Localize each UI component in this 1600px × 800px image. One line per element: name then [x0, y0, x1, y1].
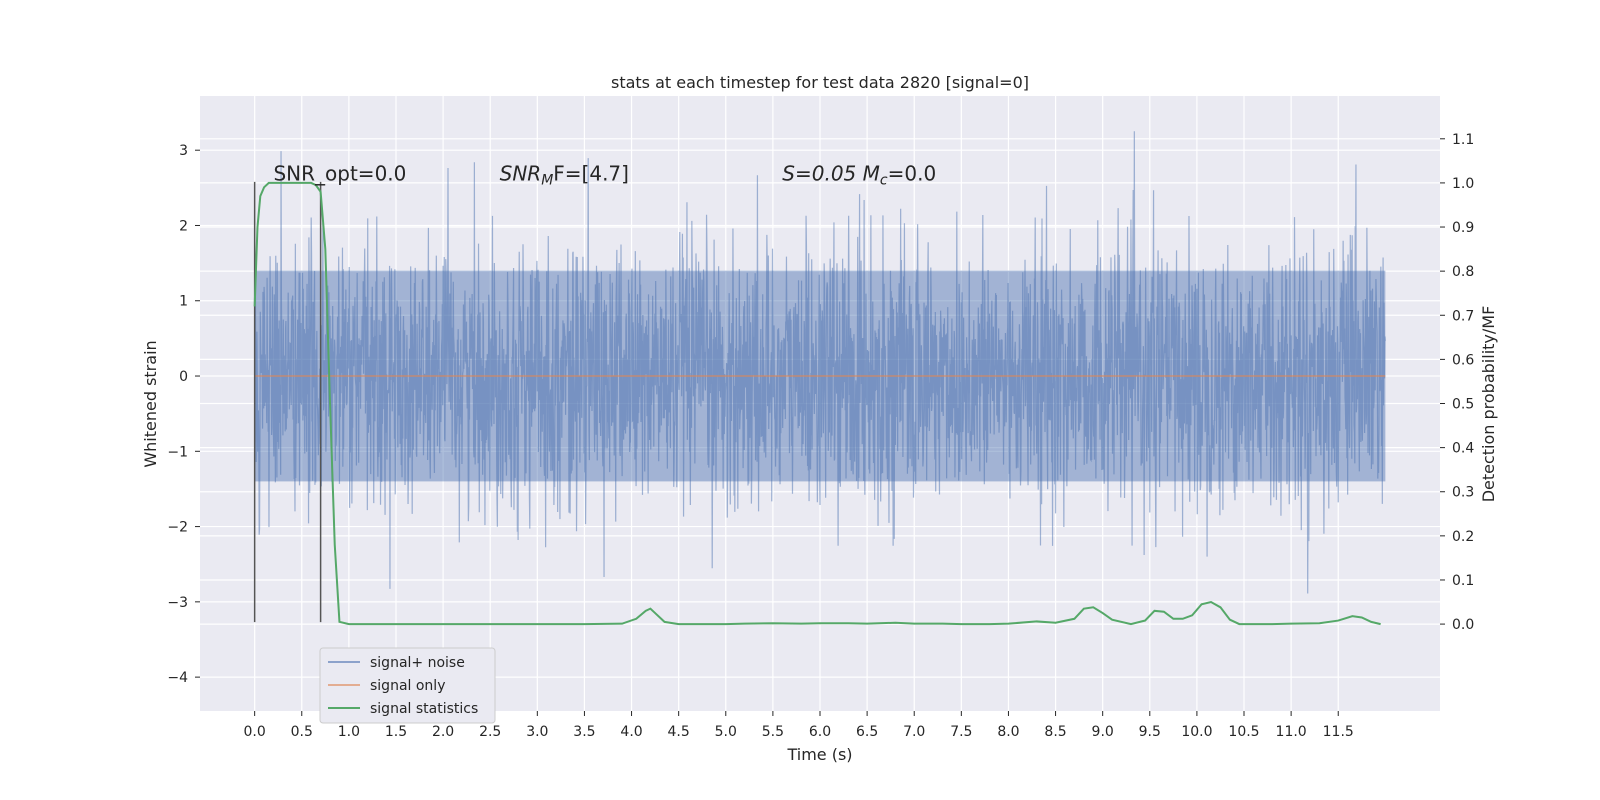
annotation-2: S=0.05 Mc=0.0 — [782, 161, 936, 188]
x-axis-label: Time (s) — [786, 745, 852, 764]
y2-tick-label: 1.1 — [1452, 132, 1474, 148]
y2-axis-label: Detection probability/MF — [1479, 306, 1498, 503]
y2-tick-label: 0.8 — [1452, 264, 1474, 280]
x-tick-label: 5.5 — [762, 724, 784, 740]
y2-tick-label: 0.4 — [1452, 441, 1474, 457]
x-tick-label: 8.5 — [1044, 724, 1066, 740]
x-tick-label: 4.0 — [620, 724, 642, 740]
x-tick-label: 3.0 — [526, 724, 548, 740]
x-tick-label: 9.0 — [1092, 724, 1114, 740]
x-tick-label: 0.0 — [244, 724, 266, 740]
y2-tick-label: 0.0 — [1452, 617, 1474, 633]
x-tick-label: 1.0 — [338, 724, 360, 740]
y-tick-label: 1 — [179, 294, 188, 310]
x-tick-label: 10.0 — [1181, 724, 1212, 740]
y-tick-label: −4 — [167, 670, 188, 686]
x-axis-ticks: 0.0 0.5 1.0 1.5 2.0 2.5 3.0 3.5 4.0 4.5 5.0 5.5 6.0 6… — [244, 711, 1354, 740]
x-tick-label: 5.0 — [715, 724, 737, 740]
x-tick-label: 4.5 — [668, 724, 690, 740]
x-tick-label: 0.5 — [291, 724, 313, 740]
signal-noise-line — [254, 131, 1386, 594]
y-tick-label: −2 — [167, 520, 188, 536]
y2-tick-label: 0.5 — [1452, 397, 1474, 413]
x-tick-label: 10.5 — [1228, 724, 1259, 740]
y2-tick-label: 1.0 — [1452, 176, 1474, 192]
y-tick-label: 3 — [179, 143, 188, 159]
y2-tick-label: 0.1 — [1452, 573, 1474, 589]
y2-tick-label: 0.2 — [1452, 529, 1474, 545]
y2-tick-label: 0.7 — [1452, 308, 1474, 324]
y2-axis-ticks: 1.1 1.0 0.9 0.8 0.7 0.6 0.5 0.4 0.3 0.2 0.1 0.0 — [1440, 132, 1474, 633]
x-tick-label: 9.5 — [1139, 724, 1161, 740]
legend-label-signal-only: signal only — [370, 678, 445, 694]
annotations: SNR_opt=0.0 SNRMF=[4.7] S=0.05 Mc=0.0 — [273, 161, 936, 188]
x-tick-label: 2.5 — [479, 724, 501, 740]
legend-label-signal-noise: signal+ noise — [370, 655, 465, 671]
x-tick-label: 6.0 — [809, 724, 831, 740]
x-tick-label: 7.5 — [950, 724, 972, 740]
legend-box — [319, 647, 496, 724]
annotation-0: SNR_opt=0.0 — [273, 161, 406, 185]
series-signal-statistics — [253, 181, 1381, 626]
y-tick-label: 0 — [179, 369, 188, 385]
y-tick-label: 2 — [179, 218, 188, 234]
x-tick-label: 8.0 — [997, 724, 1019, 740]
chart-title: stats at each timestep for test data 282… — [611, 73, 1029, 92]
legend: signal+ noise signal only signal statist… — [319, 647, 496, 724]
y2-tick-label: 0.6 — [1452, 352, 1474, 368]
y2-tick-label: 0.9 — [1452, 220, 1474, 236]
y2-tick-label: 0.3 — [1452, 485, 1474, 501]
x-tick-label: 11.0 — [1276, 724, 1307, 740]
y-tick-label: −3 — [167, 595, 188, 611]
grid — [200, 96, 1440, 711]
x-tick-label: 7.0 — [903, 724, 925, 740]
marker-lines — [253, 181, 322, 623]
x-tick-label: 1.5 — [385, 724, 407, 740]
x-tick-label: 3.5 — [573, 724, 595, 740]
y-axis-ticks: 3 2 1 0 −1 −2 −3 −4 — [167, 143, 200, 686]
annotation-1: SNRMF=[4.7] — [500, 161, 629, 188]
y-axis-label: Whitened strain — [141, 340, 160, 467]
x-tick-label: 2.0 — [432, 724, 454, 740]
y-tick-label: −1 — [167, 444, 188, 460]
legend-label-signal-statistics: signal statistics — [370, 701, 478, 717]
x-tick-label: 6.5 — [856, 724, 878, 740]
x-tick-label: 11.5 — [1323, 724, 1354, 740]
signal-statistics-line — [253, 181, 1381, 626]
